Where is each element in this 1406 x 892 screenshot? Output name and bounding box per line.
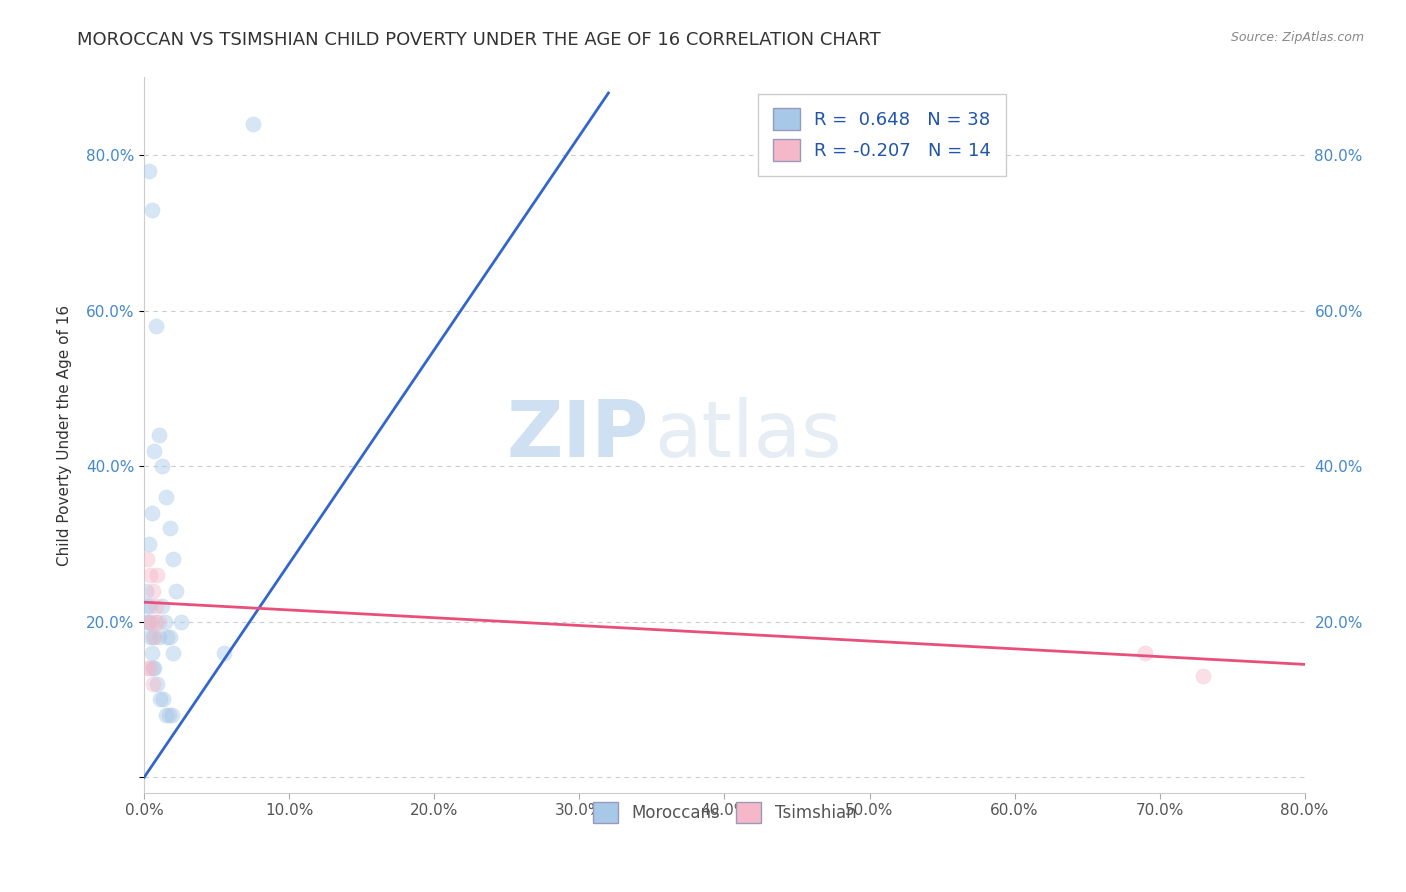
Point (242, 117, 264, 131)
Text: atlas: atlas (655, 397, 842, 473)
Point (157, 707, 180, 722)
Y-axis label: Child Poverty Under the Age of 16: Child Poverty Under the Age of 16 (58, 304, 72, 566)
Point (143, 661, 166, 675)
Point (139, 630, 162, 644)
Point (145, 615, 167, 629)
Point (141, 506, 163, 520)
Legend: Moroccans, Tsimshian: Moroccans, Tsimshian (581, 790, 868, 834)
Point (1192, 669, 1215, 683)
Point (212, 646, 235, 660)
Point (136, 552, 159, 566)
Point (142, 661, 165, 675)
Point (138, 537, 160, 551)
Point (139, 661, 162, 675)
Point (143, 630, 166, 644)
Point (139, 599, 162, 613)
Point (148, 428, 170, 442)
Point (142, 677, 165, 691)
Point (148, 630, 170, 644)
Point (150, 459, 173, 474)
Point (155, 707, 177, 722)
Point (156, 630, 179, 644)
Point (169, 615, 191, 629)
Point (160, 707, 183, 722)
Point (141, 646, 163, 660)
Point (142, 583, 165, 598)
Point (148, 615, 170, 629)
Point (138, 615, 160, 629)
Point (138, 615, 160, 629)
Point (150, 599, 173, 613)
Point (149, 692, 172, 706)
Point (145, 599, 167, 613)
Point (138, 163, 160, 178)
Point (139, 568, 162, 582)
Point (136, 615, 159, 629)
Point (1133, 646, 1156, 660)
Point (152, 692, 174, 706)
Point (141, 615, 163, 629)
Point (146, 677, 169, 691)
Point (159, 521, 181, 535)
Point (162, 646, 184, 660)
Point (155, 490, 177, 504)
Point (135, 583, 157, 598)
Point (159, 630, 181, 644)
Point (141, 202, 163, 217)
Point (142, 630, 165, 644)
Text: Source: ZipAtlas.com: Source: ZipAtlas.com (1230, 31, 1364, 45)
Point (165, 583, 187, 598)
Point (162, 552, 184, 566)
Point (145, 319, 167, 334)
Point (146, 568, 169, 582)
Text: ZIP: ZIP (506, 397, 650, 473)
Point (153, 615, 176, 629)
Point (136, 599, 159, 613)
Point (143, 443, 166, 458)
Point (136, 661, 159, 675)
Text: MOROCCAN VS TSIMSHIAN CHILD POVERTY UNDER THE AGE OF 16 CORRELATION CHART: MOROCCAN VS TSIMSHIAN CHILD POVERTY UNDE… (77, 31, 882, 49)
